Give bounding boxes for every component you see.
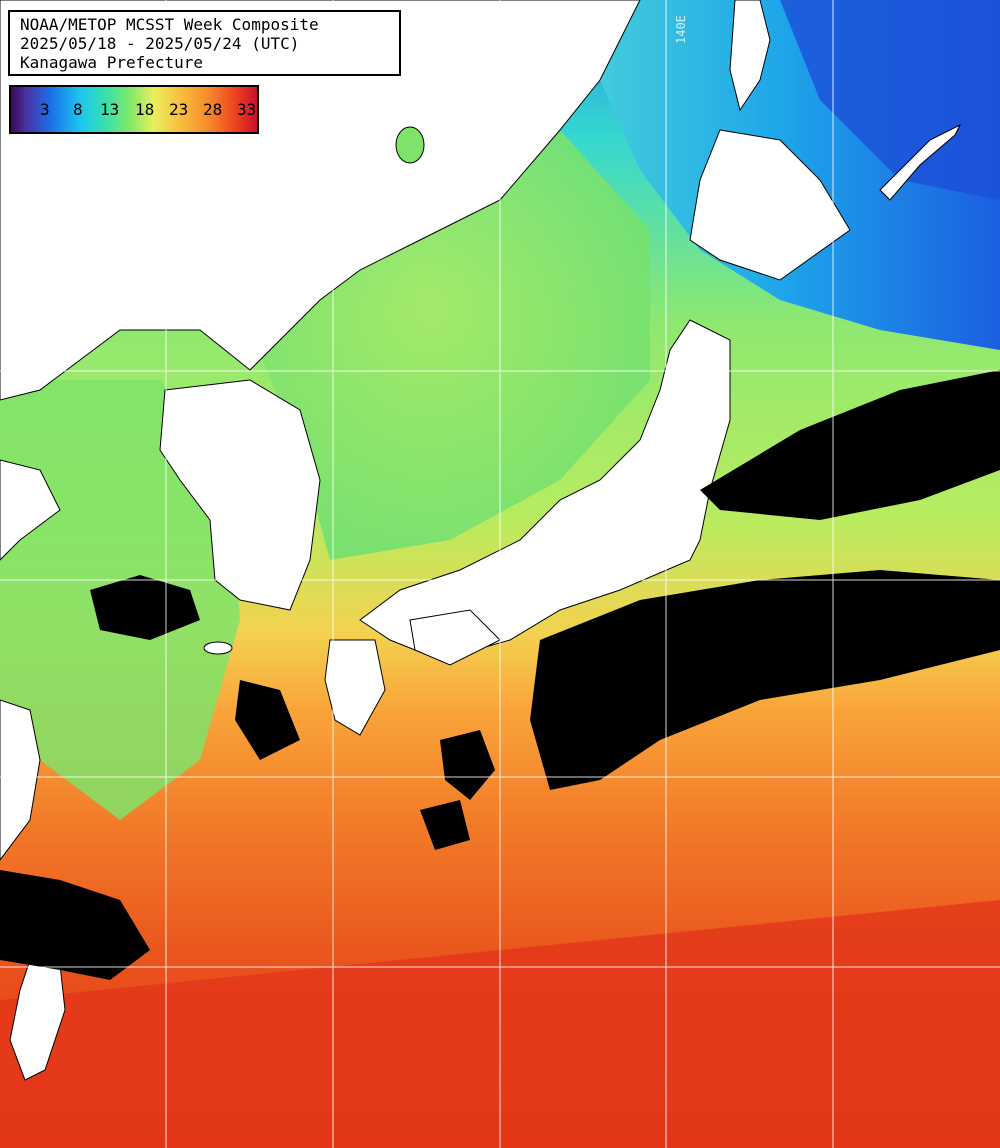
legend-tick: 8 bbox=[73, 100, 83, 119]
map-title-box: NOAA/METOP MCSST Week Composite 2025/05/… bbox=[8, 10, 401, 76]
cloud-patch bbox=[235, 680, 300, 760]
legend-tick: 3 bbox=[40, 100, 50, 119]
land-korea bbox=[159, 379, 321, 611]
sea-of-japan bbox=[250, 130, 650, 560]
map-date-range: 2025/05/18 - 2025/05/24 (UTC) bbox=[20, 34, 300, 53]
map-region: Kanagawa Prefecture bbox=[20, 53, 204, 72]
cloud-patch bbox=[530, 570, 1000, 790]
legend-tick: 18 bbox=[135, 100, 155, 119]
cloud-patch bbox=[700, 370, 1000, 520]
land-hokkaido bbox=[689, 129, 851, 281]
cloud-patch bbox=[440, 730, 495, 800]
cloud-patch bbox=[90, 575, 200, 640]
land-kyushu bbox=[324, 639, 386, 736]
land-china-south bbox=[0, 699, 41, 861]
land-kurils bbox=[879, 123, 962, 201]
cloud-patch bbox=[420, 800, 470, 850]
longitude-label-140e: 140E bbox=[674, 15, 688, 44]
temperature-legend: 3 8 13 18 23 28 33 bbox=[9, 85, 259, 134]
legend-tick: 13 bbox=[100, 100, 120, 119]
island-small bbox=[395, 126, 425, 164]
land-taiwan bbox=[9, 959, 66, 1081]
legend-tick: 28 bbox=[203, 100, 223, 119]
cloud-cover bbox=[0, 370, 1000, 980]
land-honshu bbox=[359, 319, 731, 661]
land-shikoku bbox=[409, 609, 501, 666]
coldest-water-region bbox=[780, 0, 1000, 200]
legend-tick: 33 bbox=[237, 100, 257, 119]
latitude-label-40n: 40N bbox=[14, 353, 36, 367]
island-jeju bbox=[203, 641, 233, 655]
cloud-patch bbox=[0, 870, 150, 980]
legend-tick: 23 bbox=[169, 100, 189, 119]
land-sakhalin bbox=[729, 0, 771, 112]
land-china-coast bbox=[0, 459, 61, 561]
map-title: NOAA/METOP MCSST Week Composite bbox=[20, 15, 319, 34]
